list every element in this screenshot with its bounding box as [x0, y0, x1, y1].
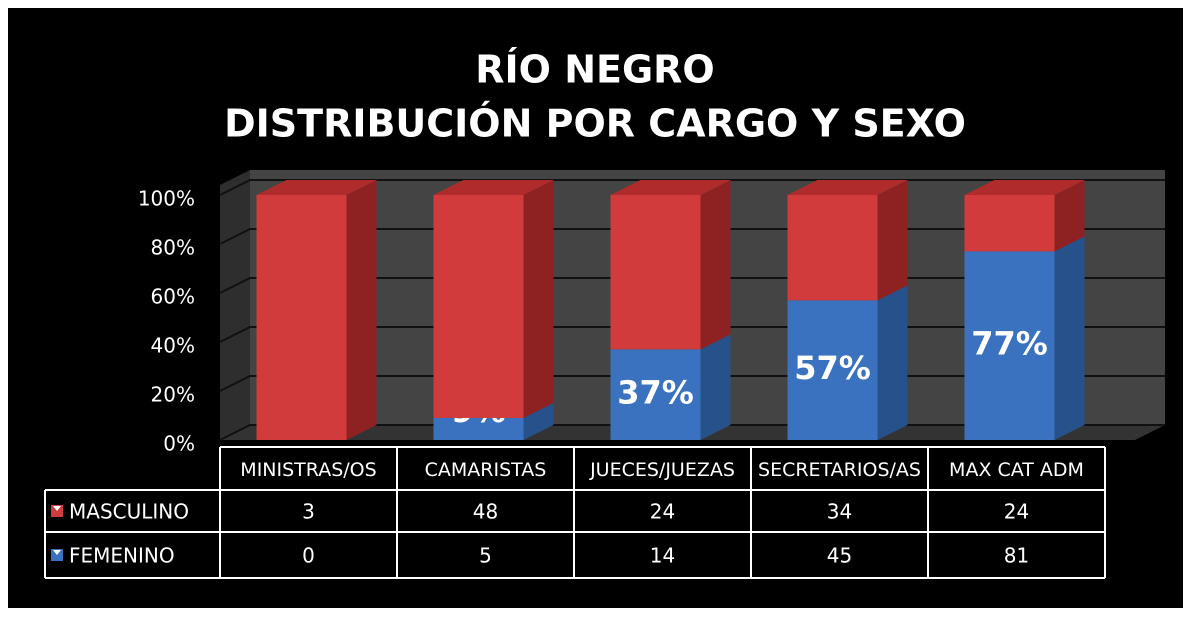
- x-tick-label: CAMARISTAS: [425, 459, 547, 481]
- table-cell: 34: [827, 500, 852, 524]
- table-cell: 5: [479, 544, 492, 568]
- bar: [964, 195, 1055, 252]
- y-tick-label: 40%: [151, 334, 195, 358]
- table-cell: 48: [473, 500, 498, 524]
- table-cell: 45: [827, 544, 852, 568]
- chart-title: DISTRIBUCIÓN POR CARGO Y SEXO: [224, 102, 966, 146]
- bar-top: [433, 180, 554, 195]
- bar-side: [346, 180, 377, 440]
- bar-side: [523, 180, 554, 418]
- data-label: 57%: [794, 349, 871, 387]
- bar-top: [610, 180, 731, 195]
- bar: [610, 349, 701, 440]
- x-tick-label: SECRETARIOS/AS: [758, 459, 921, 481]
- x-tick-label: JUECES/JUEZAS: [589, 459, 735, 481]
- bar: [433, 195, 524, 418]
- bar-top: [964, 180, 1085, 195]
- y-tick-label: 80%: [151, 236, 195, 260]
- x-tick-label: MAX CAT ADM: [949, 459, 1084, 481]
- bar: [610, 195, 701, 350]
- y-tick-label: 100%: [138, 187, 195, 211]
- table-cell: 24: [650, 500, 675, 524]
- bar-side: [877, 180, 908, 301]
- table-cell: 14: [650, 544, 675, 568]
- table-cell: 3: [302, 500, 315, 524]
- bar: [964, 251, 1055, 440]
- bar: [787, 300, 878, 440]
- bar-side: [523, 402, 554, 440]
- bar-side: [1054, 180, 1085, 252]
- side-wall: [220, 170, 250, 440]
- bar: [433, 417, 524, 440]
- bar-side: [700, 334, 731, 440]
- y-tick-label: 20%: [151, 383, 195, 407]
- bar-side: [700, 180, 731, 350]
- table-cell: 81: [1004, 544, 1029, 568]
- legend-label: MASCULINO: [69, 500, 189, 524]
- legend-key-mark: [53, 550, 61, 555]
- table-cell: 0: [302, 544, 315, 568]
- chart-title: RÍO NEGRO: [475, 48, 714, 92]
- y-tick-label: 0%: [163, 432, 195, 456]
- legend-label: FEMENINO: [69, 544, 175, 568]
- data-label: 37%: [617, 374, 694, 412]
- bar-side: [1054, 236, 1085, 440]
- bar-side: [877, 285, 908, 440]
- bar-top: [787, 180, 908, 195]
- legend-key-mark: [53, 506, 61, 511]
- table-cell: 24: [1004, 500, 1029, 524]
- bar: [787, 195, 878, 301]
- data-label: 77%: [971, 325, 1048, 363]
- bar: [256, 195, 347, 440]
- bar-top: [256, 180, 377, 195]
- y-tick-label: 60%: [151, 285, 195, 309]
- x-tick-label: MINISTRAS/OS: [240, 459, 376, 481]
